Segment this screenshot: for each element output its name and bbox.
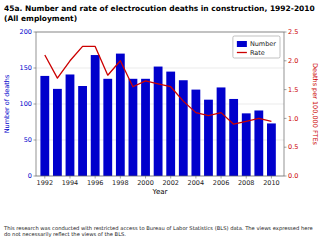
footnote-line: do not necessarily reflect the views of … [4,231,126,238]
x-tick-label: 2010 [263,179,280,187]
legend-label: Number [250,40,276,48]
y2-tick-label: 0.0 [288,172,298,180]
bar [229,99,238,176]
y2-tick-label: 0.5 [288,143,298,151]
y2-tick [284,60,287,61]
y-tick-label: 200 [20,28,32,36]
y2-tick [284,32,287,33]
y-tick [34,176,37,177]
bar [217,87,226,176]
bar [53,89,62,176]
plot-frame [36,32,284,176]
y-tick [34,32,37,33]
x-tick-label: 1994 [62,179,79,187]
bar [254,110,263,176]
x-axis-label: Year [152,188,168,196]
y-tick [34,104,37,105]
legend-box [233,36,280,58]
y-tick [34,68,37,69]
bar [179,80,188,176]
bar [204,100,213,176]
bar [267,123,276,176]
y-tick [34,140,37,141]
legend-label: Rate [250,49,265,57]
plot-area [40,46,275,176]
bar [141,79,150,176]
y-tick-label: 150 [20,64,32,72]
y2-tick [284,89,287,90]
y2-tick-label: 1.0 [288,115,298,123]
bar [40,76,49,176]
title: 45a. Number and rate of electrocution de… [4,4,315,13]
y2-tick-label: 2.0 [288,57,298,65]
bar [103,79,112,176]
legend-swatch [237,41,247,47]
x-tick-label: 2000 [137,179,154,187]
y2-axis-label: Deaths per 100,000 FTEs [311,63,319,146]
bar [242,113,251,176]
x-tick-label: 1992 [37,179,54,187]
bar [78,86,87,176]
x-tick-label: 1996 [87,179,104,187]
y-axis-label: Number of deaths [3,74,11,133]
y-tick-label: 100 [20,100,32,108]
y2-tick-label: 2.5 [288,28,298,36]
y-tick-label: 0 [28,172,32,180]
bar [191,90,200,176]
chart: 1992199419961998200020022004200620082010… [0,0,320,240]
x-tick-label: 2004 [188,179,205,187]
x-tick-label: 2002 [162,179,179,187]
x-tick-label: 1998 [112,179,129,187]
legend-swatch [237,52,247,53]
legend: NumberRate [233,36,280,58]
bar [91,55,100,176]
bar [66,74,75,176]
x-tick-label: 2006 [213,179,230,187]
footnote: This research was conducted with restric… [3,225,313,239]
y-tick-label: 50 [24,136,32,144]
y2-tick [284,118,287,119]
bar [116,54,125,176]
y2-tick [284,147,287,148]
y2-tick [284,176,287,177]
x-tick-label: 2008 [238,179,255,187]
bar [129,79,138,176]
y2-tick-label: 1.5 [288,86,298,94]
subtitle: (All employment) [4,14,77,23]
